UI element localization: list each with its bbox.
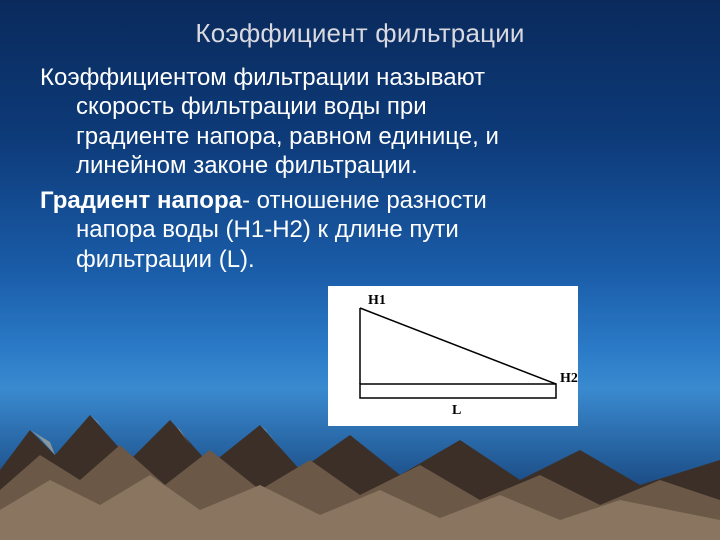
- diagram-svg: H1 H2 L: [328, 286, 578, 426]
- p1-line2: скорость фильтрации воды при: [40, 92, 680, 121]
- svg-text:L: L: [452, 403, 461, 418]
- slide-title: Коэффициент фильтрации: [40, 18, 680, 49]
- p2-bold: Градиент напора: [40, 187, 242, 214]
- filtration-diagram: H1 H2 L: [328, 286, 578, 426]
- p1-line4: линейном законе фильтрации.: [40, 151, 680, 180]
- p2-line3: фильтрации (L).: [40, 245, 680, 274]
- paragraph-gradient: Градиент напора- отношение разности напо…: [40, 186, 680, 274]
- p2-line2: напора воды (Н1-Н2) к длине пути: [40, 215, 680, 244]
- svg-text:H2: H2: [560, 371, 578, 386]
- p1-line1: Коэффициентом фильтрации называют: [40, 63, 680, 92]
- content-area: Коэффициент фильтрации Коэффициентом фил…: [0, 0, 720, 274]
- svg-text:H1: H1: [368, 293, 386, 308]
- p2-line1-rest: - отношение разности: [242, 187, 487, 214]
- p1-line3: градиенте напора, равном единице, и: [40, 122, 680, 151]
- slide: Коэффициент фильтрации Коэффициентом фил…: [0, 0, 720, 540]
- paragraph-definition: Коэффициентом фильтрации называют скорос…: [40, 63, 680, 180]
- p2-line1: Градиент напора- отношение разности: [40, 186, 680, 215]
